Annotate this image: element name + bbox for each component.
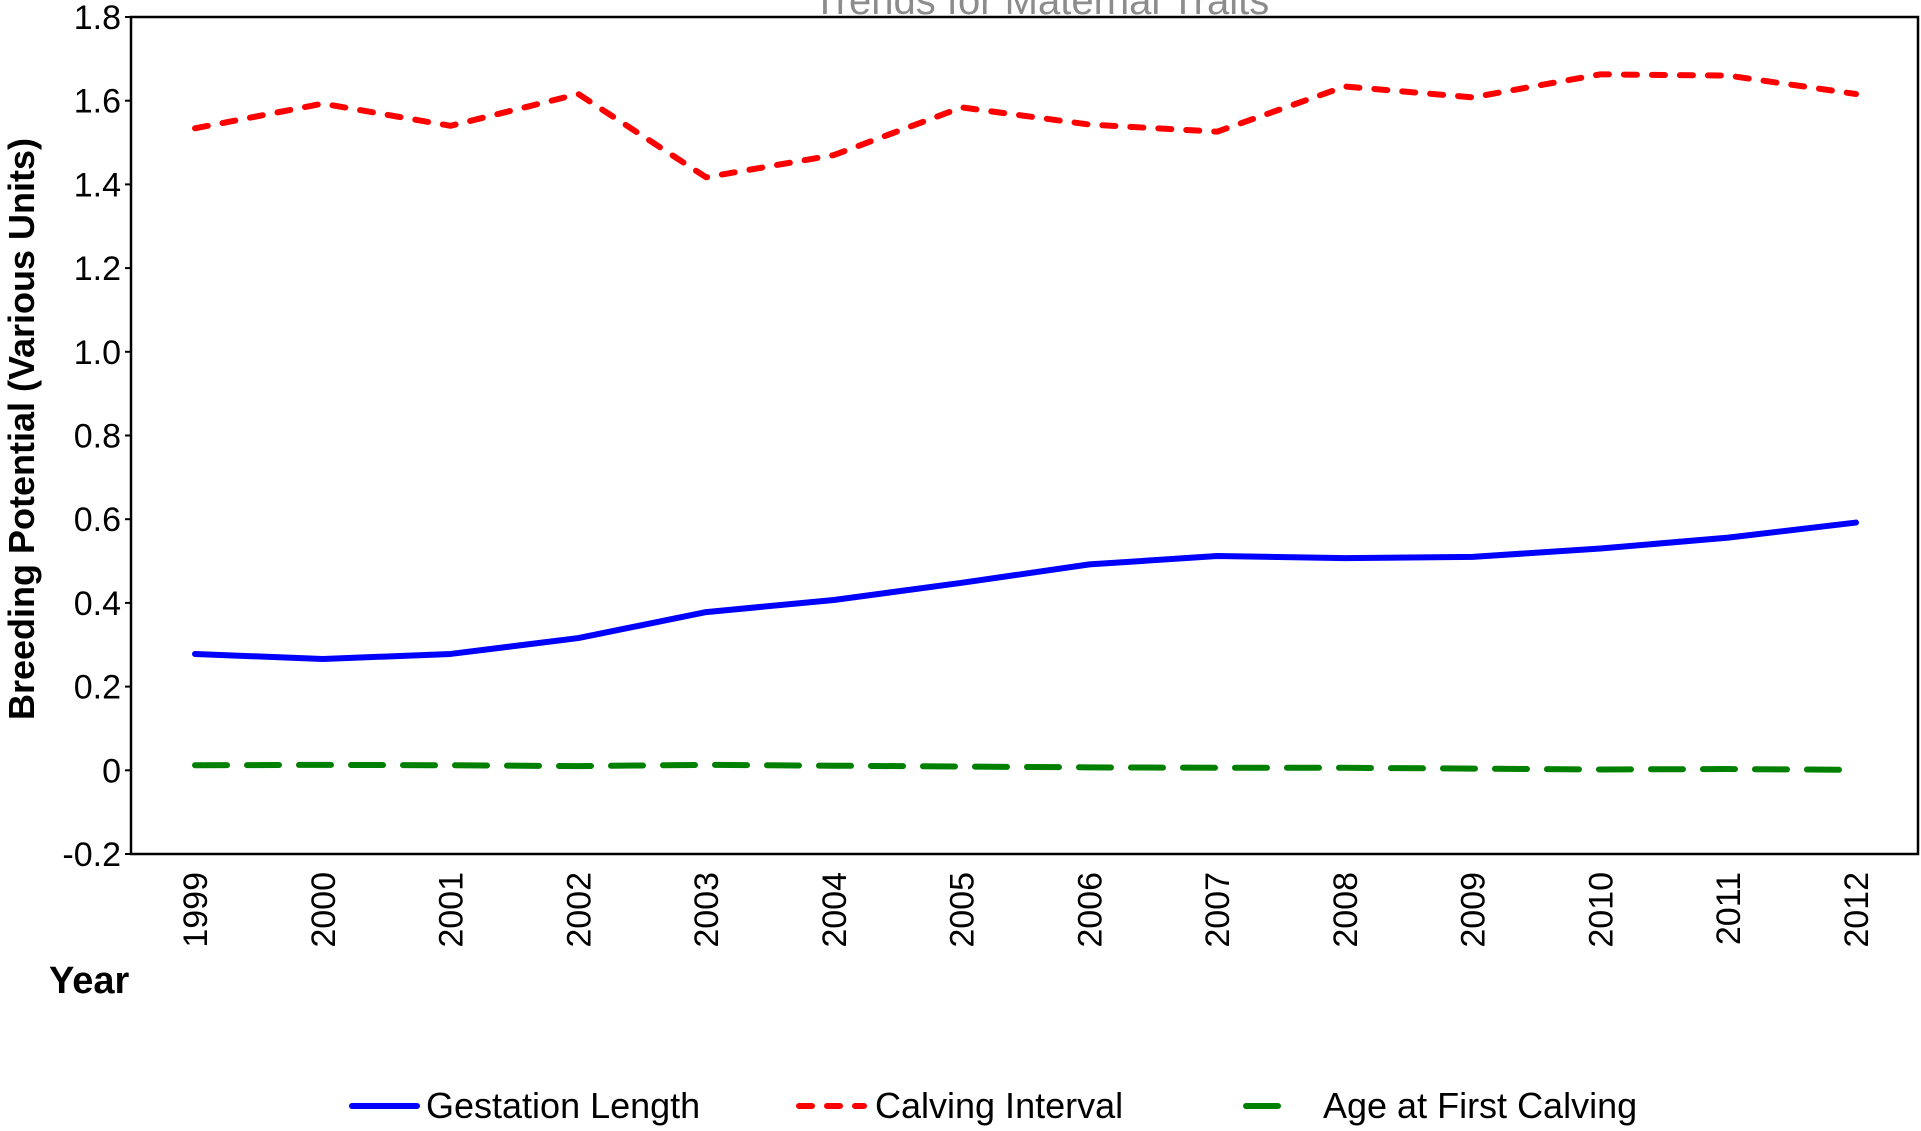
plot-frame — [129, 15, 1920, 856]
y-tick-label: -0.2 — [62, 836, 121, 874]
x-tick-label: 2001 — [433, 872, 471, 948]
y-tick-label: 1.4 — [74, 166, 121, 204]
legend-label: Gestation Length — [426, 1085, 700, 1126]
x-tick-label: 2002 — [560, 872, 598, 948]
x-tick-label: 2007 — [1199, 872, 1237, 948]
y-tick-label: 0.6 — [74, 501, 121, 539]
x-tick-label: 2009 — [1455, 872, 1493, 948]
y-tick-label: 1.0 — [74, 334, 121, 372]
x-tick-label: 2005 — [944, 872, 982, 948]
x-tick-label: 2008 — [1327, 872, 1365, 948]
x-tick-label: 2011 — [1710, 872, 1748, 945]
y-tick-label: 0.8 — [74, 418, 121, 456]
y-tick-label: 0.4 — [74, 585, 121, 623]
y-tick-label: 0 — [102, 752, 121, 790]
x-tick-label: 2006 — [1071, 872, 1109, 948]
x-tick-label: 2000 — [305, 872, 343, 948]
y-tick-label: 1.6 — [74, 83, 121, 121]
x-axis-label: Year — [49, 960, 130, 1002]
x-tick-label: 1999 — [177, 872, 215, 948]
chart-title: Trends for Maternal Traits — [813, 0, 1269, 23]
x-tick-label: 2012 — [1838, 872, 1876, 948]
legend-label: Age at First Calving — [1323, 1085, 1637, 1126]
y-axis-label: Breeding Potential (Various Units) — [1, 138, 42, 720]
legend-label: Calving Interval — [875, 1085, 1123, 1126]
series-line — [192, 761, 1859, 773]
x-tick-label: 2010 — [1582, 872, 1620, 948]
series-line — [192, 519, 1859, 662]
x-tick-label: 2003 — [688, 872, 726, 948]
y-tick-label: 0.2 — [74, 669, 121, 707]
y-tick-label: 1.2 — [74, 250, 121, 288]
y-tick-label: 1.8 — [74, 0, 121, 37]
x-tick-label: 2004 — [816, 872, 854, 948]
series-line — [192, 71, 1859, 181]
